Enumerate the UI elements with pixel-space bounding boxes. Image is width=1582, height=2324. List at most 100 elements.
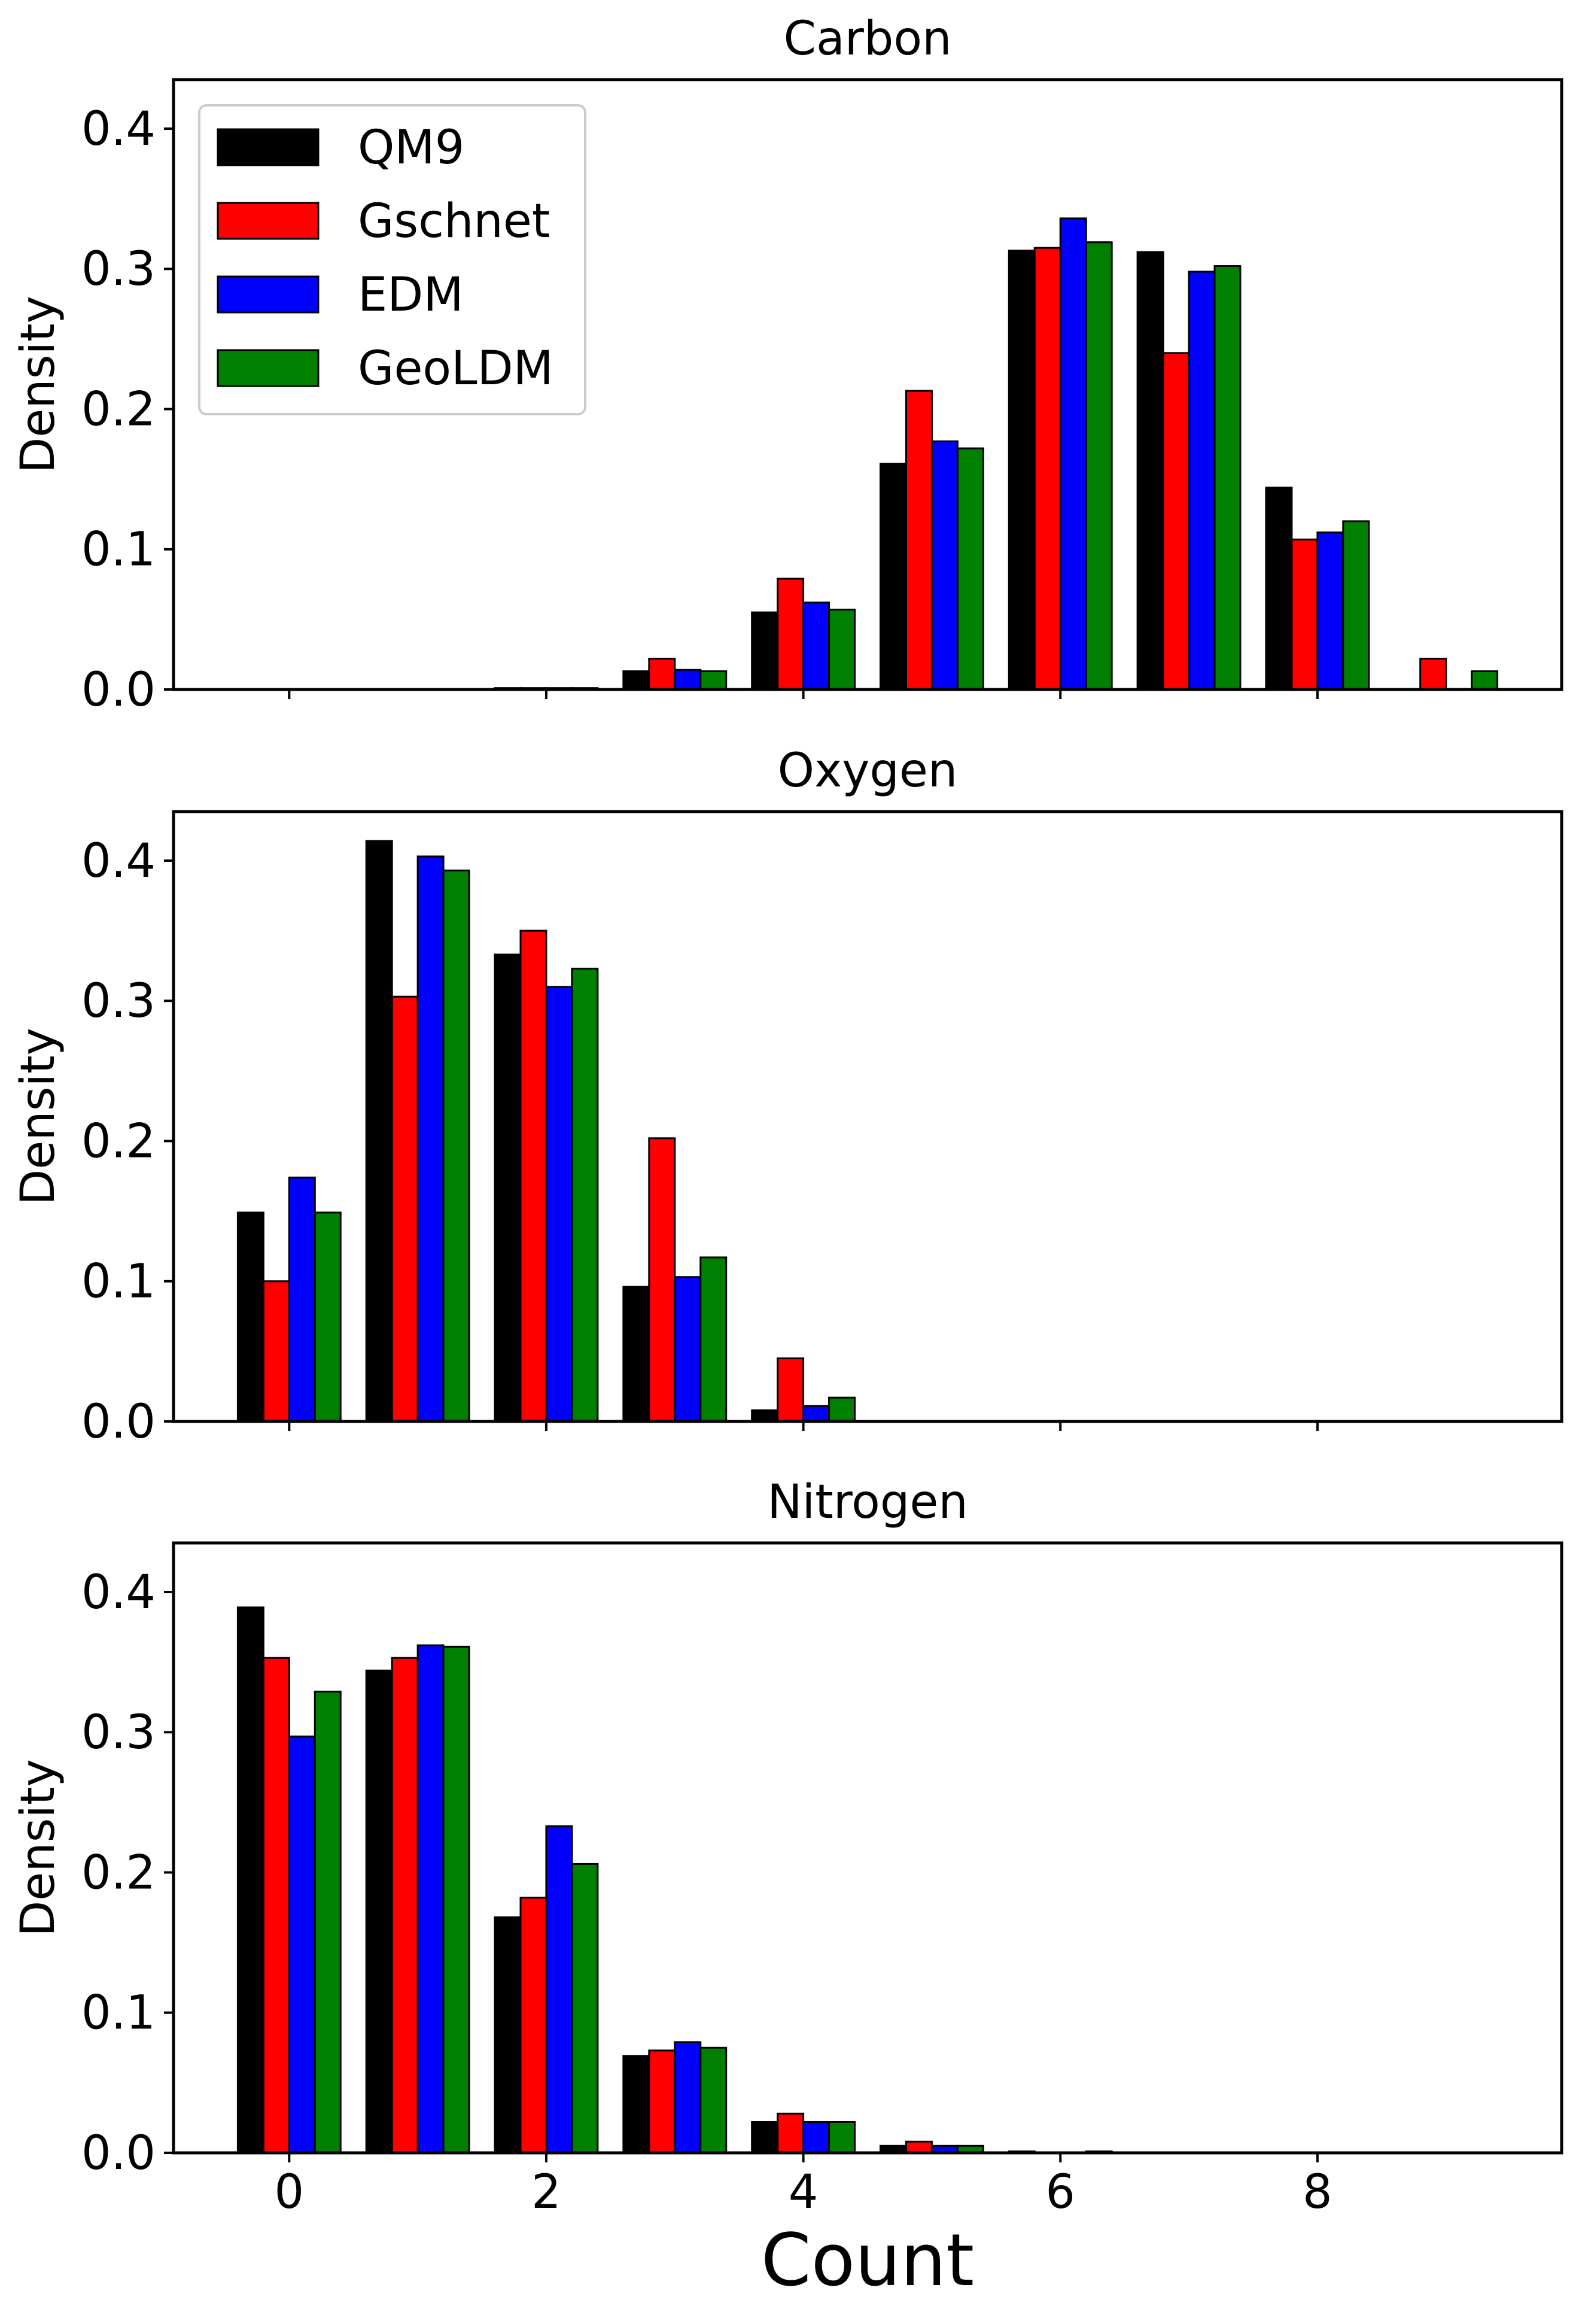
- bar-qm9-3: [622, 670, 650, 691]
- y-tick-label: 0.2: [81, 382, 156, 436]
- bar-geoldm-2: [571, 967, 599, 1423]
- legend-swatch-qm9: [217, 128, 320, 166]
- bar-geoldm-3: [699, 670, 728, 691]
- bar-geoldm-3: [699, 1256, 728, 1423]
- legend-swatch-gschnet: [217, 202, 320, 240]
- bar-edm-6: [1059, 217, 1087, 691]
- bar-edm-0: [288, 1735, 316, 2154]
- bar-gschnet-6: [1033, 247, 1061, 691]
- bar-gschnet-0: [262, 1657, 290, 2154]
- bar-edm-3: [674, 1276, 702, 1423]
- bar-edm-3: [674, 2041, 702, 2154]
- x-tick-label: 4: [789, 2165, 819, 2219]
- bar-edm-5: [930, 440, 959, 691]
- bar-geoldm-7: [1213, 265, 1242, 691]
- bar-geoldm-4: [828, 1396, 856, 1423]
- bar-qm9-2: [494, 953, 522, 1423]
- bar-edm-7: [1188, 271, 1216, 691]
- chart-title: Oxygen: [778, 744, 958, 798]
- y-tick-label: 0.0: [81, 1395, 156, 1449]
- bar-qm9-8: [1265, 487, 1293, 691]
- bar-geoldm-4: [828, 2121, 856, 2154]
- y-axis-label: Density: [11, 1759, 65, 1937]
- legend-swatch-geoldm: [217, 349, 320, 387]
- bar-geoldm-6: [1085, 241, 1113, 691]
- legend-frame: [198, 104, 586, 415]
- bar-gschnet-3: [648, 2049, 676, 2154]
- y-axis-label: Density: [11, 296, 65, 473]
- bar-qm9-6: [1008, 250, 1036, 691]
- bar-geoldm-0: [314, 1211, 342, 1423]
- x-tick-label: 6: [1045, 2165, 1075, 2219]
- legend-label-geoldm: GeoLDM: [358, 342, 553, 396]
- bar-gschnet-3: [648, 657, 676, 691]
- bar-edm-8: [1316, 531, 1344, 691]
- bar-gschnet-7: [1162, 352, 1190, 691]
- y-tick-label: 0.2: [81, 1114, 156, 1168]
- bar-qm9-0: [236, 1211, 264, 1423]
- bar-edm-4: [802, 1405, 830, 1423]
- bar-qm9-4: [751, 2121, 779, 2154]
- bar-geoldm-3: [699, 2046, 728, 2154]
- bar-geoldm-1: [442, 1645, 470, 2154]
- plot-frame: [172, 1541, 1563, 2155]
- y-tick-label: 0.1: [81, 1255, 156, 1309]
- bar-edm-4: [802, 2121, 830, 2154]
- bar-gschnet-5: [905, 2140, 933, 2154]
- subplot-oxygen: Oxygen 0.0 0.1 0.2 0.3 0.4 Density: [11, 744, 1563, 1449]
- bar-geoldm-8: [1342, 520, 1370, 691]
- y-tick-label: 0.0: [81, 663, 156, 717]
- x-tick-label: 2: [531, 2165, 561, 2219]
- bar-qm9-3: [622, 2055, 650, 2154]
- y-tick-label: 0.1: [81, 523, 156, 577]
- bar-qm9-7: [1136, 251, 1164, 691]
- bar-geoldm-9: [1471, 670, 1499, 691]
- bar-qm9-2: [494, 1916, 522, 2154]
- bar-geoldm-1: [442, 869, 470, 1423]
- chart-title: Carbon: [784, 12, 952, 66]
- legend: QM9 Gschnet EDM GeoLDM: [198, 104, 586, 415]
- x-axis-label: Count: [761, 2219, 974, 2302]
- legend-label-gschnet: Gschnet: [358, 195, 550, 248]
- y-tick-label: 0.3: [81, 974, 156, 1028]
- x-tick-label: 8: [1303, 2165, 1332, 2219]
- bar-geoldm-0: [314, 1690, 342, 2154]
- bar-qm9-5: [879, 463, 907, 691]
- subplot-nitrogen: Nitrogen 0.0 0.1 0.2 0.3 0.4 Density 0 2 4 6 8: [11, 1475, 1563, 2219]
- x-tick-label: 0: [275, 2165, 305, 2219]
- bar-edm-1: [416, 1644, 445, 2154]
- bar-gschnet-5: [905, 390, 933, 691]
- bar-edm-2: [545, 986, 573, 1423]
- bar-gschnet-8: [1291, 538, 1319, 691]
- y-tick-label: 0.4: [81, 102, 156, 156]
- bar-qm9-4: [751, 611, 779, 691]
- plot-frame: [172, 810, 1563, 1423]
- bar-gschnet-4: [777, 578, 805, 691]
- bar-gschnet-4: [777, 2112, 805, 2154]
- bar-gschnet-1: [391, 1657, 419, 2154]
- bar-qm9-4: [751, 1409, 779, 1423]
- subplot-carbon: Carbon 0.0 0.1 0.2 0.3 0.4 Density: [11, 12, 1563, 717]
- y-axis-label: Density: [11, 1028, 65, 1205]
- bar-gschnet-2: [519, 1897, 547, 2154]
- y-tick-label: 0.1: [81, 1986, 156, 2040]
- bar-gschnet-0: [262, 1280, 290, 1423]
- bar-edm-4: [802, 601, 830, 691]
- chart-title: Nitrogen: [767, 1475, 968, 1529]
- y-tick-label: 0.3: [81, 1706, 156, 1760]
- bar-edm-2: [545, 1825, 573, 2154]
- legend-label-qm9: QM9: [358, 121, 464, 175]
- y-tick-label: 0.4: [81, 834, 156, 888]
- bar-gschnet-2: [519, 929, 547, 1423]
- bar-gschnet-3: [648, 1137, 676, 1423]
- legend-swatch-edm: [217, 275, 320, 314]
- bar-geoldm-4: [828, 608, 856, 691]
- bar-qm9-1: [365, 1669, 393, 2154]
- y-tick-label: 0.3: [81, 242, 156, 296]
- legend-label-edm: EDM: [358, 268, 464, 322]
- bar-qm9-1: [365, 840, 393, 1423]
- bar-gschnet-1: [391, 995, 419, 1423]
- bar-edm-3: [674, 669, 702, 691]
